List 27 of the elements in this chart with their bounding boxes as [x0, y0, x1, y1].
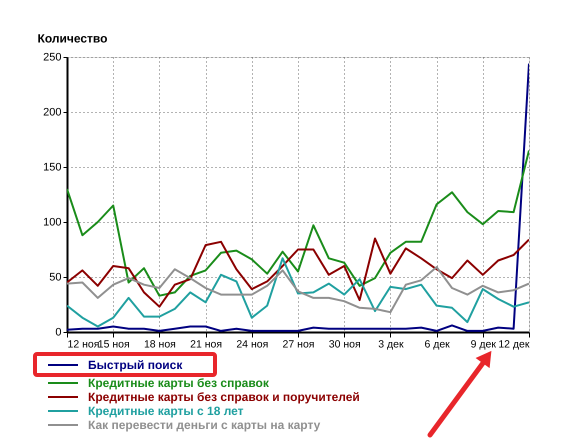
- line-series: [67, 257, 529, 328]
- line-series: [67, 150, 529, 297]
- legend-label: Кредитные карты без справок и поручителей: [88, 390, 360, 404]
- y-axis-title: Количество: [38, 32, 108, 46]
- x-tick-label: 18 ноя: [144, 338, 176, 350]
- x-tick-label: 6 дек: [424, 338, 450, 350]
- line-series: [67, 238, 529, 308]
- x-tick-label: 27 ноя: [282, 338, 314, 350]
- x-tick-label: 9 дек: [470, 338, 496, 350]
- y-tick-label: 100: [43, 216, 62, 228]
- y-tick-label: 200: [43, 106, 62, 118]
- y-tick-label: 50: [49, 272, 62, 284]
- x-tick-label: 21 ноя: [190, 338, 222, 350]
- legend-label: Кредитные карты без справок: [88, 376, 270, 390]
- y-tick-label: 150: [43, 162, 62, 174]
- legend-label: Как перевести деньги с карты на карту: [88, 418, 321, 432]
- x-tick-label: 12 дек: [498, 338, 530, 350]
- y-tick-label: 250: [43, 52, 62, 64]
- x-tick-label: 12 ноя: [68, 338, 100, 350]
- legend-label: Кредитные карты с 18 лет: [88, 404, 244, 418]
- y-tick-label: 0: [55, 326, 62, 338]
- x-tick-label: 30 ноя: [328, 338, 361, 350]
- line-series: [67, 266, 529, 314]
- x-tick-label: 3 дек: [378, 338, 404, 350]
- legend-label: Быстрый поиск: [88, 358, 184, 372]
- x-tick-label: 24 ноя: [236, 338, 268, 350]
- x-tick-label: 15 ноя: [98, 338, 130, 350]
